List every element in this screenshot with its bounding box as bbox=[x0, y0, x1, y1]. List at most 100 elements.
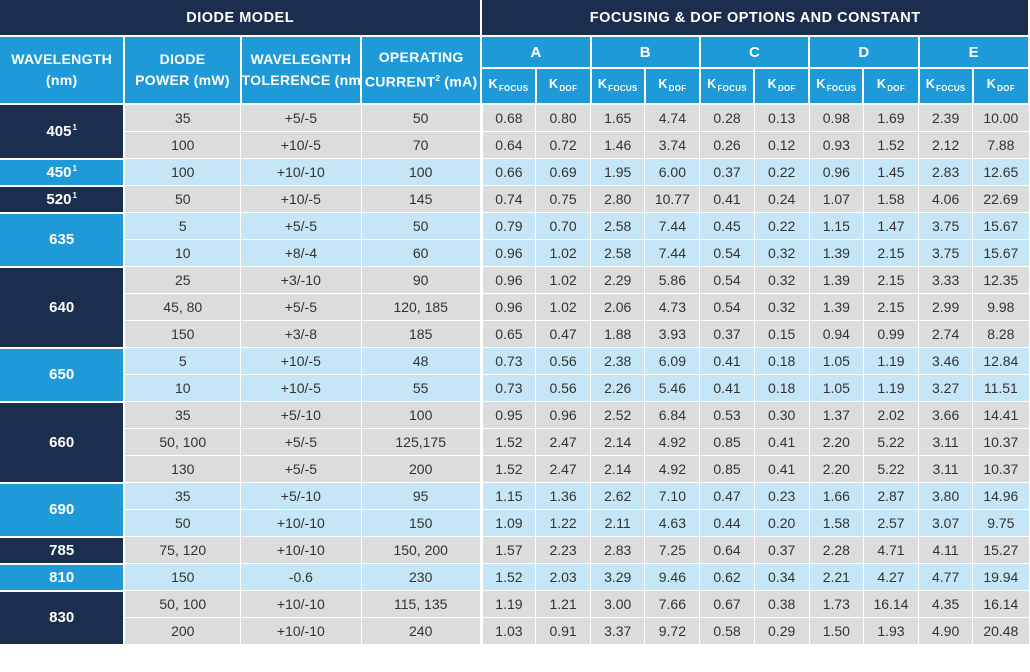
k-dof-cell: 4.71 bbox=[863, 536, 920, 564]
power-cell: 25 bbox=[124, 266, 242, 294]
k-focus-cell: 3.46 bbox=[918, 347, 974, 375]
k-dof-symbol: K bbox=[986, 76, 997, 91]
k-dof-cell: 1.69 bbox=[863, 104, 920, 132]
wavelength-cell: 635 bbox=[0, 212, 126, 268]
k-focus-cell: 4.90 bbox=[918, 617, 974, 645]
table-row: 635 5 +5/-5 50 0.79 0.70 2.58 7.44 0.45 0.22 1.15 1… bbox=[0, 212, 1030, 268]
k-dof-cell: 5.46 bbox=[644, 374, 701, 402]
diode-model-header: DIODE MODEL bbox=[0, 0, 483, 37]
k-focus-subscript: FOCUS bbox=[717, 83, 747, 93]
current-cell: 120, 185 bbox=[361, 293, 483, 321]
k-focus-cell: 0.73 bbox=[481, 347, 537, 375]
wavelength-cell: 4051 bbox=[0, 104, 126, 160]
k-focus-cell: 1.09 bbox=[481, 509, 537, 537]
option-a-header: A bbox=[481, 36, 592, 69]
k-dof-cell: 0.96 bbox=[535, 401, 592, 429]
k-focus-cell: 0.65 bbox=[481, 320, 537, 348]
table-row: 130 +5/-5 200 1.52 2.47 2.14 4.92 0.85 0.41 2.20 5… bbox=[0, 455, 1030, 483]
power-cell: 200 bbox=[124, 617, 242, 645]
power-cell: 10 bbox=[124, 374, 242, 402]
k-focus-cell: 2.99 bbox=[918, 293, 974, 321]
current-cell: 90 bbox=[361, 266, 483, 294]
k-focus-cell: 3.66 bbox=[918, 401, 974, 429]
k-dof-cell: 1.93 bbox=[863, 617, 920, 645]
k-dof-cell: 12.65 bbox=[972, 158, 1030, 186]
wavelength-value: 660 bbox=[49, 433, 75, 451]
tolerance-cell: +5/-5 bbox=[240, 212, 362, 240]
k-dof-subscript: DOF bbox=[887, 83, 906, 93]
wavelength-footnote-mark: 1 bbox=[72, 163, 77, 173]
k-focus-symbol: K bbox=[816, 76, 826, 91]
k-dof-cell: 0.75 bbox=[535, 185, 592, 213]
k-dof-cell: 4.92 bbox=[644, 428, 701, 456]
k-focus-cell: 1.57 bbox=[481, 536, 537, 564]
wavelength-cell: 830 bbox=[0, 590, 126, 646]
k-dof-cell: 4.27 bbox=[863, 563, 920, 591]
table-row: 660 35 +5/-10 100 0.95 0.96 2.52 6.84 0.53 0.30 1.… bbox=[0, 401, 1030, 484]
tolerance-cell: +5/-10 bbox=[240, 401, 362, 429]
k-focus-cell: 0.85 bbox=[699, 428, 755, 456]
k-focus-cell: 0.58 bbox=[699, 617, 755, 645]
k-focus-cell: 2.29 bbox=[590, 266, 646, 294]
tolerance-cell: +5/-5 bbox=[240, 428, 362, 456]
power-cell: 75, 120 bbox=[124, 536, 242, 564]
wavelength-value: 690 bbox=[49, 501, 75, 518]
k-focus-cell: 3.11 bbox=[918, 428, 974, 456]
k-focus-cell: 2.14 bbox=[590, 428, 646, 456]
k-dof-cell: 0.91 bbox=[535, 617, 592, 645]
k-focus-cell: 1.52 bbox=[481, 563, 537, 591]
k-focus-cell: 2.80 bbox=[590, 185, 646, 213]
power-cell: 130 bbox=[124, 455, 242, 483]
current-cell: 48 bbox=[361, 347, 483, 375]
k-dof-cell: 9.98 bbox=[972, 293, 1030, 321]
current-cell: 60 bbox=[361, 239, 483, 267]
k-focus-cell: 0.95 bbox=[481, 401, 537, 429]
wavelength-cell: 660 bbox=[0, 401, 126, 484]
k-dof-cell: 0.32 bbox=[754, 266, 810, 294]
k-focus-cell: 1.07 bbox=[809, 185, 864, 213]
tolerance-cell: +10/-10 bbox=[240, 590, 362, 618]
k-focus-cell: 4.35 bbox=[918, 590, 974, 618]
current-cell: 100 bbox=[361, 158, 483, 186]
k-dof-cell: 10.37 bbox=[972, 455, 1030, 483]
k-dof-cell: 2.47 bbox=[535, 455, 592, 483]
option-e-header: E bbox=[918, 36, 1030, 69]
k-dof-cell: 10.37 bbox=[972, 428, 1030, 456]
k-dof-cell: 12.84 bbox=[972, 347, 1030, 375]
tolerance-cell: +10/-5 bbox=[240, 185, 362, 213]
k-focus-cell: 3.27 bbox=[918, 374, 974, 402]
k-focus-cell: 1.19 bbox=[481, 590, 537, 618]
k-dof-cell: 0.41 bbox=[754, 428, 810, 456]
k-focus-cell: 0.93 bbox=[809, 131, 864, 159]
k-dof-cell: 6.00 bbox=[644, 158, 701, 186]
k-dof-cell: 0.80 bbox=[535, 104, 592, 132]
k-dof-header: KDOF bbox=[754, 68, 811, 105]
k-focus-cell: 0.79 bbox=[481, 212, 537, 240]
tolerance-header-line2: TOLERENCE (nm) bbox=[241, 72, 362, 88]
k-focus-cell: 3.37 bbox=[590, 617, 646, 645]
k-focus-cell: 0.64 bbox=[481, 131, 537, 159]
k-dof-cell: 0.22 bbox=[754, 158, 810, 186]
k-dof-subscript: DOF bbox=[997, 83, 1015, 93]
table-row: 10 +10/-5 55 0.73 0.56 2.26 5.46 0.41 0.18 1.05 1.… bbox=[0, 374, 1030, 402]
k-dof-cell: 16.14 bbox=[972, 590, 1030, 618]
power-cell: 45, 80 bbox=[124, 293, 242, 321]
k-focus-cell: 0.47 bbox=[699, 482, 755, 510]
k-focus-cell: 3.80 bbox=[918, 482, 974, 510]
k-focus-cell: 1.66 bbox=[809, 482, 864, 510]
k-focus-cell: 1.05 bbox=[809, 347, 864, 375]
k-dof-cell: 0.56 bbox=[535, 374, 592, 402]
k-focus-cell: 0.85 bbox=[699, 455, 755, 483]
k-dof-header: KDOF bbox=[644, 68, 701, 105]
power-cell: 100 bbox=[124, 158, 242, 186]
k-focus-cell: 0.26 bbox=[699, 131, 755, 159]
wavelength-value: 830 bbox=[49, 609, 75, 626]
wavelength-header-line2: (nm) bbox=[45, 72, 78, 88]
diode-power-header: DIODE POWER (mW) bbox=[124, 36, 242, 105]
k-focus-cell: 2.83 bbox=[590, 536, 646, 564]
k-focus-cell: 2.20 bbox=[809, 428, 864, 456]
k-dof-cell: 2.47 bbox=[535, 428, 592, 456]
k-focus-cell: 3.29 bbox=[590, 563, 646, 591]
wavelength-cell: 810 bbox=[0, 563, 126, 592]
k-dof-cell: 1.19 bbox=[863, 347, 920, 375]
